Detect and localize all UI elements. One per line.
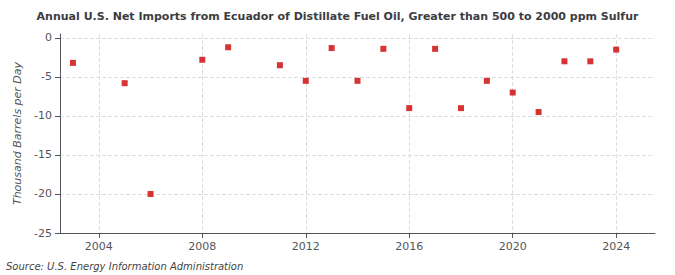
svg-text:-25: -25 bbox=[34, 227, 52, 240]
svg-text:0: 0 bbox=[45, 31, 52, 44]
svg-text:-15: -15 bbox=[34, 148, 52, 161]
svg-text:2012: 2012 bbox=[292, 240, 320, 253]
svg-text:-20: -20 bbox=[34, 187, 52, 200]
svg-text:2016: 2016 bbox=[395, 240, 423, 253]
svg-text:2020: 2020 bbox=[499, 240, 527, 253]
svg-text:2024: 2024 bbox=[602, 240, 630, 253]
svg-text:Thousand Barrels per Day: Thousand Barrels per Day bbox=[11, 61, 24, 205]
svg-text:Annual U.S. Net Imports from E: Annual U.S. Net Imports from Ecuador of … bbox=[37, 10, 639, 23]
svg-text:Source: U.S. Energy Informatio: Source: U.S. Energy Information Administ… bbox=[6, 261, 243, 272]
svg-text:-10: -10 bbox=[34, 109, 52, 122]
svg-text:2004: 2004 bbox=[85, 240, 113, 253]
svg-text:-5: -5 bbox=[41, 70, 52, 83]
svg-text:2008: 2008 bbox=[188, 240, 216, 253]
